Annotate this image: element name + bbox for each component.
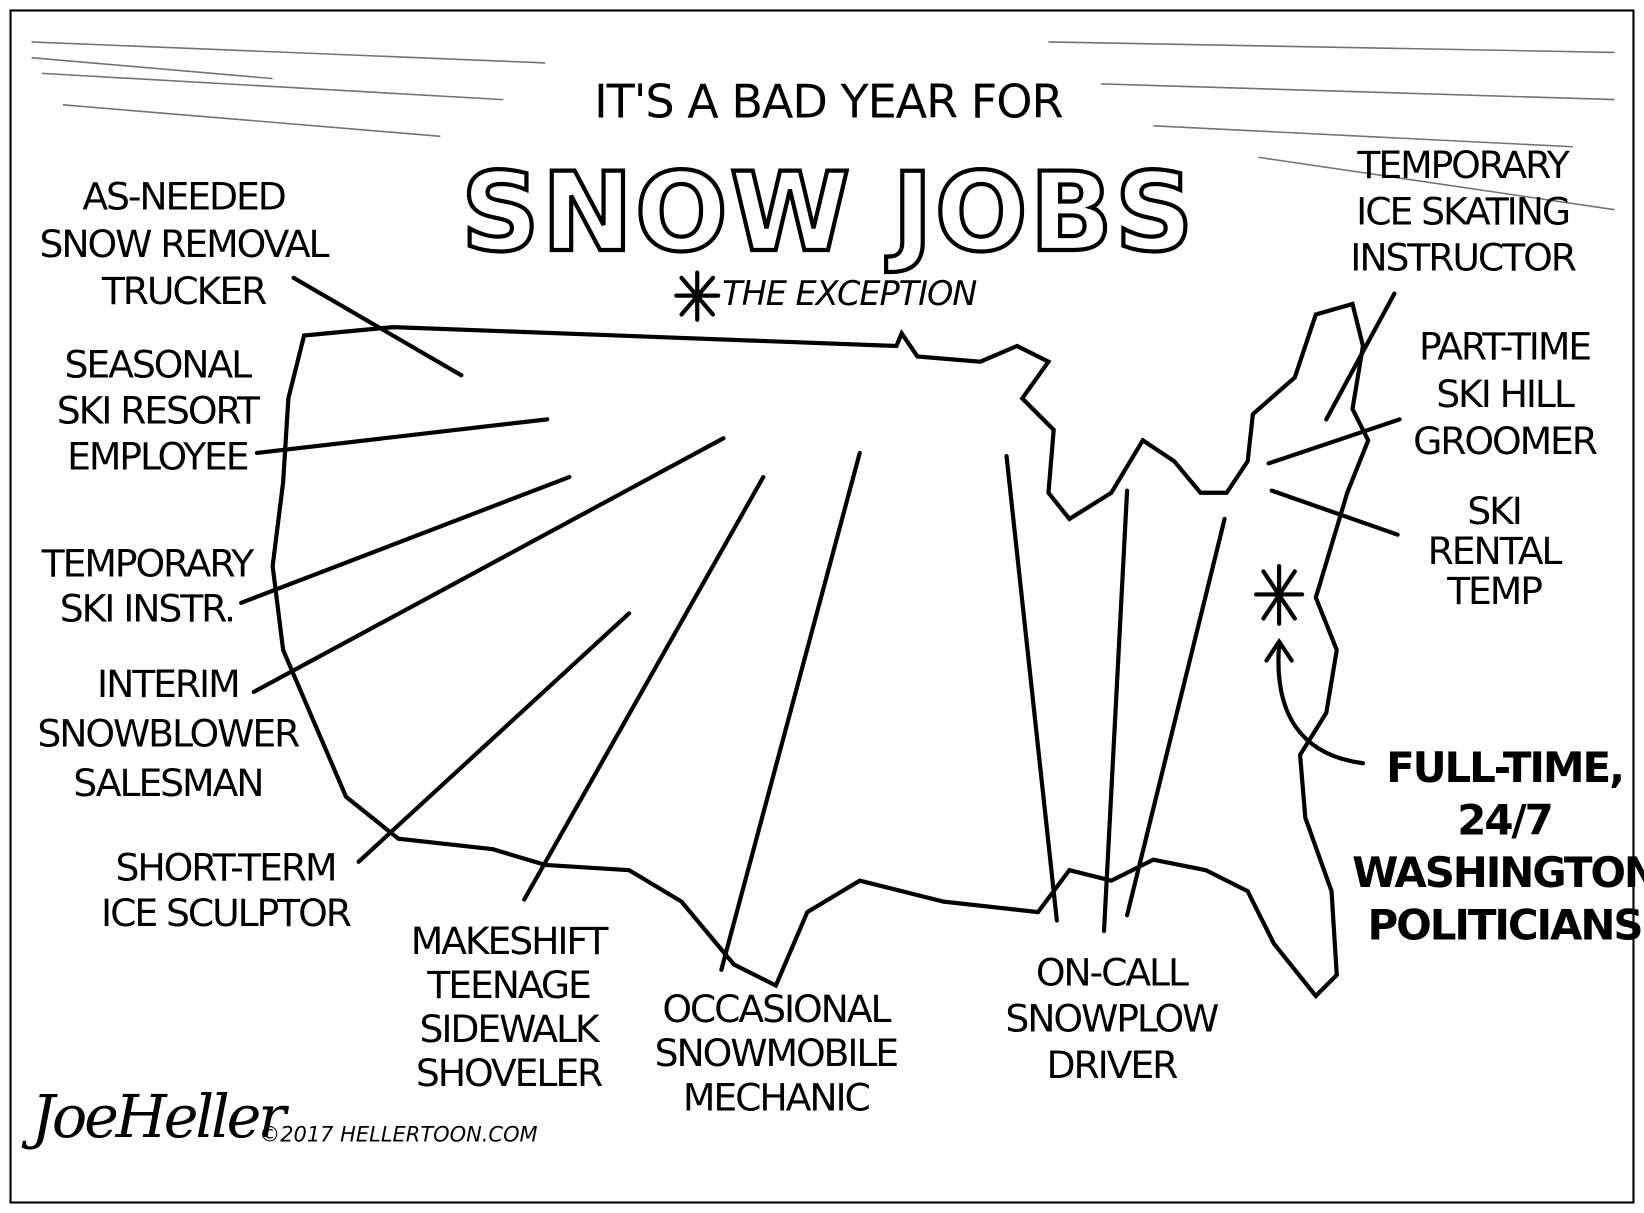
job-label-line: TEMPORARY xyxy=(41,542,255,586)
job-label-line: MECHANIC xyxy=(683,1075,870,1119)
job-label-line: OCCASIONAL xyxy=(662,987,891,1031)
job-label-line: DRIVER xyxy=(1047,1043,1179,1087)
title-line: IT'S A BAD YEAR FOR xyxy=(594,74,1062,128)
job-label-line: INTERIM xyxy=(97,662,238,706)
job-label-line: TEMPORARY xyxy=(1356,143,1570,187)
snow-hatching xyxy=(31,41,1615,211)
job-label-line: SEASONAL xyxy=(65,342,253,386)
job-label-line: ON-CALL xyxy=(1036,951,1189,995)
us-map-outline xyxy=(270,301,1371,1000)
job-label-line: SNOWBLOWER xyxy=(37,711,300,755)
job-label-line: RENTAL xyxy=(1428,529,1563,573)
exception-label-line: WASHINGTON xyxy=(1352,848,1644,897)
job-label-line: TEMP xyxy=(1446,569,1542,613)
job-label-line: TEENAGE xyxy=(426,963,590,1007)
title: SNOW JOBS xyxy=(461,149,1195,276)
job-label-line: SKI HILL xyxy=(1436,372,1575,416)
job-label-line: AS-NEEDED xyxy=(82,175,284,219)
frame xyxy=(9,9,1635,1204)
job-label-line: TRUCKER xyxy=(101,269,267,313)
job-label-line: SKI INSTR. xyxy=(60,587,234,631)
exception-label-line: FULL-TIME, xyxy=(1386,743,1623,792)
job-label-line: SNOW REMOVAL xyxy=(40,222,330,266)
copyright: ©2017 HELLERTOON.COM xyxy=(259,1122,537,1146)
job-label-line: ICE SCULPTOR xyxy=(101,891,352,935)
job-label-line: SHOVELER xyxy=(416,1051,603,1095)
job-label-line: SNOWPLOW xyxy=(1005,997,1219,1041)
job-label-line: MAKESHIFT xyxy=(411,919,610,963)
exception-label-line: 24/7 xyxy=(1457,795,1551,844)
pointer-lines xyxy=(239,270,1402,972)
job-label-line: SHORT-TERM xyxy=(115,846,335,890)
exception-note: THE EXCEPTION xyxy=(722,274,977,313)
signature: JoeHeller xyxy=(22,1083,290,1151)
job-label-line: ICE SKATING xyxy=(1356,189,1569,233)
job-label-line: SALESMAN xyxy=(73,761,262,805)
job-label-line: GROOMER xyxy=(1413,419,1598,463)
job-label-line: EMPLOYEE xyxy=(67,435,248,479)
job-label-line: PART-TIME xyxy=(1419,325,1590,369)
job-label-line: SNOWMOBILE xyxy=(655,1031,898,1075)
job-label-line: SKI xyxy=(1467,489,1521,533)
job-label-line: SKI RESORT xyxy=(57,389,261,433)
exception-label-line: POLITICIANS xyxy=(1368,900,1642,949)
job-label-line: SIDEWALK xyxy=(420,1007,601,1051)
job-label-line: INSTRUCTOR xyxy=(1350,236,1576,280)
